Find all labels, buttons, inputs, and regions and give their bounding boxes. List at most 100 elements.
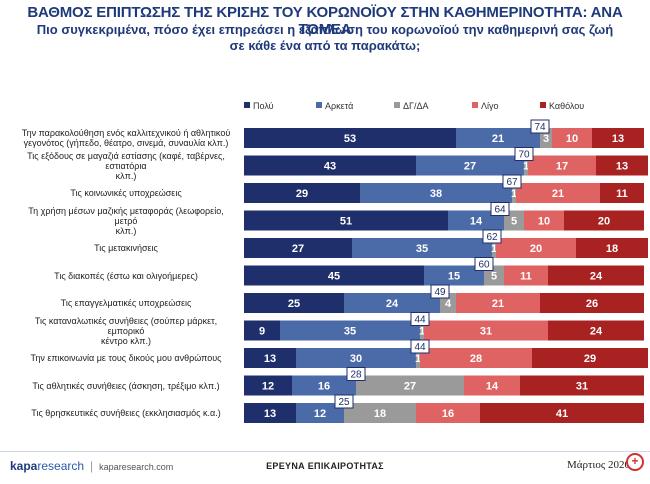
bar-value-label: 43 <box>324 161 336 173</box>
bar-value-label: 5 <box>491 271 497 283</box>
chart-legend: Πολύ Αρκετά ΔΓ/ΔΑ Λίγο Καθόλου <box>244 101 644 113</box>
category-label-10: Τις αθλητικές συνήθειες (άσκηση, τρέξιμο… <box>32 380 220 391</box>
bar-segment <box>416 348 420 368</box>
legend-swatch <box>316 102 322 108</box>
bar-value-label: 21 <box>492 298 504 310</box>
bar-value-label: 29 <box>296 188 308 200</box>
bar-segment <box>564 210 644 231</box>
legend-item-4: Λίγο <box>472 101 499 111</box>
combined-total-box <box>346 367 366 381</box>
bar-value-label: 31 <box>576 381 588 393</box>
category-label-11: Τις θρησκευτικές συνήθειες (εκκλησιασμός… <box>31 408 221 418</box>
bar-value-label: 21 <box>492 133 504 145</box>
bar-value-label: 13 <box>616 161 628 173</box>
legend-label: Λίγο <box>481 101 499 111</box>
combined-total-label: 49 <box>434 287 446 298</box>
bar-segment <box>512 183 516 203</box>
bar-segment <box>464 375 520 396</box>
bar-segment <box>456 293 540 313</box>
bar-value-label: 13 <box>612 133 624 145</box>
bar-value-label: 16 <box>318 381 330 393</box>
bar-segment <box>492 238 496 258</box>
bar-value-label: 1 <box>415 353 421 365</box>
bar-value-label: 27 <box>404 381 416 393</box>
combined-total-box <box>502 174 522 189</box>
bar-value-label: 24 <box>590 326 603 338</box>
bar-segment <box>360 183 512 203</box>
bar-segment <box>296 403 344 423</box>
bar-value-label: 12 <box>314 408 326 420</box>
subtitle-line-1: Πιο συγκεκριμένα, πόσο έχει επηρεάσει η … <box>36 22 614 37</box>
combined-total-label: 70 <box>518 150 530 161</box>
footer-center-text: ΕΡΕΥΝΑ ΕΠΙΚΑΙΡΟΤΗΤΑΣ <box>266 461 384 471</box>
bar-value-label: 17 <box>556 161 568 173</box>
combined-total-box <box>490 202 510 216</box>
bar-value-label: 11 <box>520 271 532 283</box>
bar-value-label: 35 <box>416 243 428 255</box>
legend-swatch <box>540 102 546 108</box>
category-label-3: Τις κοινωνικές υποχρεώσεις <box>70 188 182 198</box>
logo-brand: kapa <box>10 459 38 473</box>
bar-value-label: 1 <box>511 188 517 200</box>
bar-value-label: 24 <box>590 271 603 283</box>
bar-value-label: 45 <box>328 271 340 283</box>
bar-value-label: 27 <box>292 243 304 255</box>
bar-segment <box>244 183 360 203</box>
chart-subtitle: Πιο συγκεκριμένα, πόσο έχει επηρεάσει η … <box>10 22 640 54</box>
bar-value-label: 51 <box>340 216 352 228</box>
bar-segment <box>356 375 464 396</box>
bar-segment <box>244 238 352 258</box>
combined-total-label: 67 <box>506 177 518 188</box>
bar-segment <box>456 128 540 148</box>
bar-segment <box>244 265 424 286</box>
bar-value-label: 14 <box>486 381 499 393</box>
bar-segment <box>352 238 492 258</box>
footer-separator: | <box>90 459 94 473</box>
bar-segment <box>280 320 420 341</box>
bar-value-label: 24 <box>386 298 399 310</box>
legend-item-1: Πολύ <box>244 101 274 111</box>
bar-value-label: 28 <box>470 353 482 365</box>
bar-segment <box>244 210 448 231</box>
bar-segment <box>540 293 644 313</box>
bar-value-label: 18 <box>606 243 618 255</box>
combined-total-label: 74 <box>534 122 546 133</box>
bar-segment <box>244 348 296 368</box>
bar-segment <box>292 375 356 396</box>
bar-segment <box>416 155 524 176</box>
category-label-5: Τις μετακινήσεις <box>94 243 158 253</box>
bar-segment <box>592 128 644 148</box>
bar-value-label: 18 <box>374 408 386 420</box>
subtitle-line-2: σε κάθε ένα από τα παρακάτω; <box>229 38 421 53</box>
bar-value-label: 27 <box>464 161 476 173</box>
bar-segment <box>416 403 480 423</box>
bar-value-label: 14 <box>470 216 483 228</box>
bar-segment <box>344 293 440 313</box>
bar-segment <box>244 155 416 176</box>
bar-value-label: 13 <box>264 353 276 365</box>
bar-segment <box>244 320 280 341</box>
legend-label: Πολύ <box>253 101 274 111</box>
bar-value-label: 4 <box>445 298 452 310</box>
combined-total-box <box>410 312 430 326</box>
bar-value-label: 1 <box>523 161 529 173</box>
bar-value-label: 31 <box>480 326 492 338</box>
combined-total-box <box>474 257 494 271</box>
bar-value-label: 29 <box>584 353 596 365</box>
legend-item-2: Αρκετά <box>316 101 353 111</box>
combined-total-label: 25 <box>338 397 350 408</box>
combined-total-box <box>410 339 430 354</box>
footer-date: Μάρτιος 2020 <box>566 459 630 471</box>
legend-item-5: Καθόλου <box>540 101 584 111</box>
bar-segment <box>424 265 484 286</box>
legend-swatch <box>394 102 400 108</box>
bar-segment <box>532 348 648 368</box>
zoom-in-icon[interactable]: + <box>626 453 644 471</box>
bar-segment <box>524 155 528 176</box>
bar-segment <box>448 210 504 231</box>
category-label-2: Τις εξόδους σε μαγαζιά εστίασης (καφέ, τ… <box>27 150 225 181</box>
bar-value-label: 21 <box>552 188 564 200</box>
combined-total-box <box>430 284 450 299</box>
bar-segment <box>548 265 644 286</box>
